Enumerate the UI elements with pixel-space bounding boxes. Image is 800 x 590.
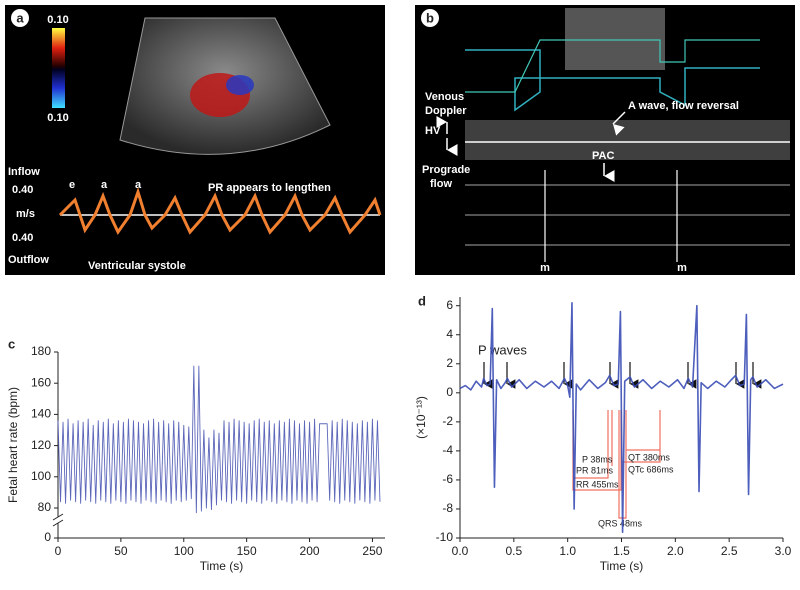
axis-text: Inflow: [8, 166, 40, 178]
x-tick-label: 1.0: [559, 544, 576, 558]
x-axis-label: Time (s): [600, 559, 644, 573]
annotation: PR appears to lengthen: [208, 182, 331, 194]
axis-text: 0.40: [12, 232, 33, 244]
arrow: [612, 111, 626, 136]
interval-label: QT 380ms: [628, 452, 670, 462]
doppler-trace: [58, 187, 382, 235]
y-tick-label: 180: [31, 344, 51, 358]
axis-text: Doppler: [425, 105, 467, 117]
y-axis-label: Fetal heart rate (bpm): [6, 387, 20, 503]
x-tick-label: 250: [362, 544, 382, 558]
x-tick-label: 200: [300, 544, 320, 558]
panel-a: a 0.10 0.10 Inflow 0.40 m/s 0.40 Outflow…: [5, 5, 385, 275]
data-line: [57, 365, 381, 514]
ecg-trace: [465, 184, 790, 246]
ecg-spike: [544, 170, 678, 262]
panel-badge: [421, 9, 439, 27]
axis-text: HV: [425, 125, 441, 137]
axis-break: [52, 513, 64, 527]
annotation: A wave, flow reversal: [628, 100, 739, 112]
y-tick-label: -2: [442, 414, 453, 428]
wave-label: a: [101, 179, 108, 191]
y-tick-label: -6: [442, 472, 453, 486]
y-tick-label: 80: [38, 500, 52, 514]
x-tick-label: 0.5: [505, 544, 522, 558]
annotation: m: [677, 262, 687, 274]
x-tick-label: 50: [114, 544, 128, 558]
annotation: m: [540, 262, 550, 274]
panel-label: d: [418, 293, 426, 308]
interval-label: PR 81ms: [576, 465, 614, 475]
data-line: [459, 302, 784, 533]
x-tick-label: 3.0: [775, 544, 792, 558]
y-tick-label: -8: [442, 501, 453, 515]
wave-label: a: [135, 179, 142, 191]
wave-label: e: [69, 179, 75, 191]
y-axis-label: (×10⁻¹³): [414, 396, 428, 439]
y-tick-label: 0: [446, 385, 453, 399]
panel-label: b: [426, 10, 434, 25]
x-tick-label: 0.0: [452, 544, 469, 558]
annotation: PAC: [592, 150, 614, 162]
x-tick-label: 2.0: [667, 544, 684, 558]
y-tick-label: 4: [446, 327, 453, 341]
x-axis-label: Time (s): [200, 559, 244, 573]
y-tick-label: 2: [446, 356, 453, 370]
ecg-trace: [465, 39, 760, 93]
x-tick-label: 100: [174, 544, 194, 558]
color-scale: [52, 28, 65, 108]
axis-text: flow: [430, 178, 452, 190]
annotation: P waves: [478, 342, 527, 357]
ecg-trace: [465, 49, 760, 112]
annotation: Ventricular systole: [88, 260, 186, 272]
y-tick-label: 6: [446, 298, 453, 312]
scale-label: 0.10: [47, 112, 68, 124]
interval-label: RR 455ms: [576, 479, 619, 489]
axis-text: m/s: [16, 208, 35, 220]
y-tick-label: 0: [44, 530, 51, 544]
x-tick-label: 1.5: [613, 544, 630, 558]
interval-label: QRS 48ms: [598, 518, 643, 528]
interval-label: P 38ms: [582, 454, 613, 464]
axis-text: Venous: [425, 91, 464, 103]
interval-label: QTc 686ms: [628, 464, 674, 474]
annotations-d: P waves P 38ms PR 81ms RR 455ms QT 380ms…: [478, 342, 762, 528]
x-tick-label: 2.5: [721, 544, 738, 558]
y-tick-label: 100: [31, 469, 51, 483]
panel-b: b Venous Doppler HV Prograde flow A wave…: [415, 5, 795, 275]
scale-label: 0.10: [47, 14, 68, 26]
y-tick-label: -4: [442, 443, 453, 457]
y-tick-label: 120: [31, 438, 51, 452]
panel-label: c: [8, 336, 15, 351]
axis-text: 0.40: [12, 184, 33, 196]
y-tick-label: 140: [31, 407, 51, 421]
color-doppler: [226, 75, 254, 95]
doppler-band: [465, 120, 790, 160]
axis-text: Prograde: [422, 164, 470, 176]
y-tick-label: -10: [436, 530, 454, 544]
ultrasound-inset: [565, 8, 665, 70]
axis-text: Outflow: [8, 254, 49, 266]
panel-label: a: [16, 10, 24, 25]
x-tick-label: 150: [237, 544, 257, 558]
y-tick-label: 160: [31, 375, 51, 389]
panel-badge: [11, 9, 29, 27]
x-tick-label: 0: [55, 544, 62, 558]
